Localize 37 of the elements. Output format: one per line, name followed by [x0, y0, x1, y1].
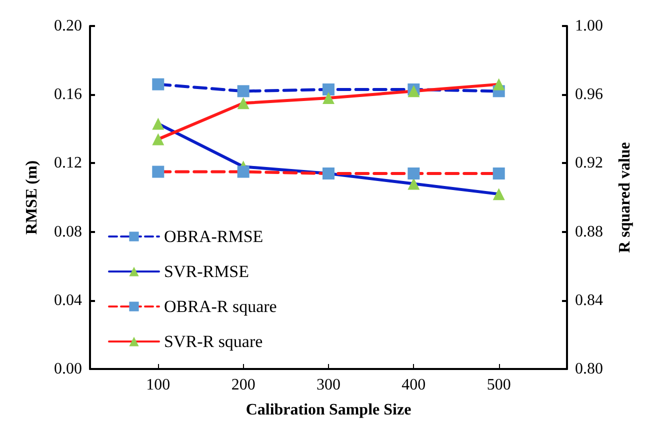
y2-tick-label: 0.96 — [575, 86, 603, 104]
point — [322, 92, 334, 104]
y2-tick-label: 0.84 — [575, 292, 603, 309]
x-tick-label: 500 — [486, 376, 511, 394]
y-axis-title: RMSE (m) — [24, 160, 40, 235]
y2-tick-label: 0.88 — [575, 223, 603, 240]
y2-tick-label: 0.92 — [575, 154, 603, 172]
point — [237, 85, 250, 98]
y-tick-label: 0.08 — [54, 223, 82, 240]
legend-label: SVR-R square — [164, 332, 263, 351]
point — [152, 166, 164, 178]
point — [322, 83, 334, 96]
point — [237, 97, 250, 110]
x-tick-label: 200 — [231, 376, 256, 394]
x-tick-label: 400 — [402, 376, 426, 394]
y2-tick-label: 1.00 — [575, 18, 603, 34]
point — [492, 167, 505, 180]
point — [152, 118, 164, 130]
point — [492, 188, 505, 200]
point — [237, 166, 250, 178]
point — [492, 78, 505, 90]
y-tick-label: 0.00 — [54, 360, 82, 378]
x-tick-label: 100 — [146, 376, 170, 394]
x-axis-title: Calibration Sample Size — [246, 402, 412, 418]
point — [408, 167, 420, 180]
legend-label: SVR-RMSE — [164, 262, 250, 281]
x-tick-label: 300 — [316, 376, 340, 394]
y-tick-label: 0.20 — [54, 18, 82, 34]
y2-tick-label: 0.80 — [575, 360, 603, 378]
legend-label: OBRA-RMSE — [164, 227, 264, 246]
legend-label: OBRA-R square — [164, 297, 277, 316]
point — [152, 133, 164, 146]
point — [152, 78, 164, 90]
y-tick-label: 0.12 — [54, 154, 82, 172]
y-tick-label: 0.04 — [54, 292, 82, 309]
y2-axis-title: R squared value — [616, 142, 634, 253]
y-tick-label: 0.16 — [54, 86, 82, 104]
